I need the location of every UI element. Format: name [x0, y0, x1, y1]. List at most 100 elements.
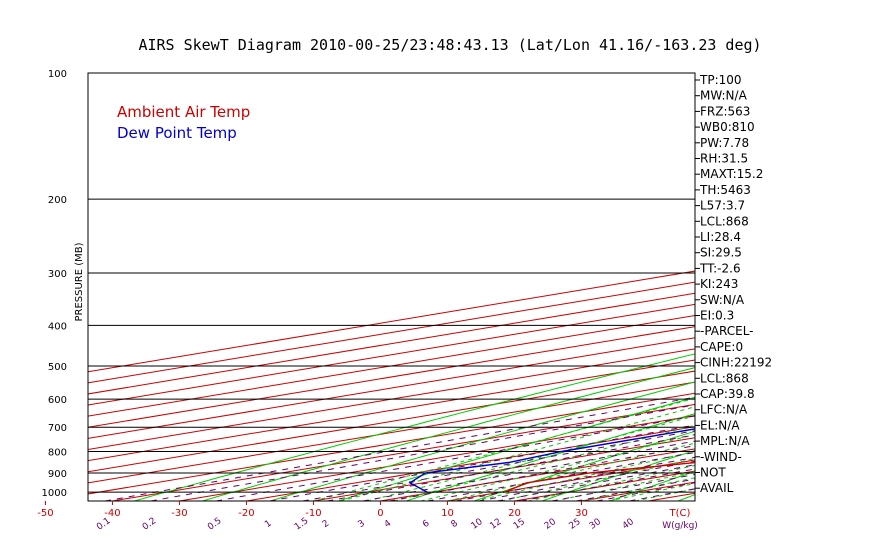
bottom-temperature-tick-label: 20 [508, 508, 521, 519]
isotherm-line [88, 370, 695, 473]
mixing-ratio-unit-label: W(g/kg) [662, 521, 698, 531]
stability-index-label: EI:0.3 [700, 309, 734, 323]
pressure-tick-label: 600 [48, 395, 67, 406]
bottom-temperature-tick-label: -10 [305, 508, 321, 519]
sounding-profiles [408, 428, 695, 493]
bottom-temperature-tick-label: -20 [238, 508, 254, 519]
moist-adiabat-line [340, 406, 695, 501]
mixing-ratio-line [576, 478, 695, 501]
stability-index-label: SW:N/A [700, 293, 745, 307]
isotherm-line [380, 448, 695, 501]
mixing-ratio-tick-label: 40 [621, 517, 636, 532]
mixing-ratio-tick-label: 20 [543, 517, 558, 532]
bottom-temperature-tick-label: -30 [171, 508, 187, 519]
mixing-ratio-tick-label: 0.5 [206, 516, 223, 532]
mixing-ratio-line [215, 415, 695, 501]
y-axis-label: PRESSURE (MB) [74, 242, 85, 321]
stability-index-label: TT:-2.6 [699, 261, 741, 275]
isotherm-line [88, 381, 695, 484]
mixing-ratio-line [269, 424, 695, 501]
isotherm-line [88, 359, 695, 462]
mixing-ratio-line [104, 396, 695, 501]
stability-index-label: CAPE:0 [700, 340, 743, 354]
isotherm-line [88, 392, 695, 495]
bottom-temperature-tick-label: 10 [441, 508, 454, 519]
mixing-ratio-line [455, 456, 695, 501]
dry-adiabat-line [405, 413, 695, 501]
bottom-temperature-tick-label: -50 [37, 508, 53, 519]
pressure-tick-label: 500 [48, 362, 67, 373]
stability-index-label: LFC:N/A [700, 403, 748, 417]
isotherm-line [782, 73, 870, 501]
stability-index-label: NOT [700, 466, 726, 480]
stability-index-label: KI:243 [700, 277, 738, 291]
stability-index-label: SI:29.5 [700, 246, 742, 260]
stability-index-label: WB0:810 [700, 120, 755, 134]
moist-adiabat-line [366, 415, 695, 501]
stability-index-label: MPL:N/A [700, 434, 750, 448]
mixing-ratio-line [150, 404, 695, 501]
mixing-ratio-line [478, 460, 695, 501]
mixing-ratio-line [302, 430, 695, 501]
dry-adiabat-line [134, 353, 695, 501]
mixing-ratio-line [520, 468, 695, 501]
stability-index-label: FRZ:563 [700, 104, 750, 118]
dry-adiabat-line [814, 73, 870, 501]
mixing-ratio-tick-label: 3 [356, 519, 366, 530]
stability-index-label: CINH:22192 [700, 356, 772, 370]
mixing-ratio-tick-label: 2 [321, 519, 331, 530]
isotherm-line [179, 414, 695, 501]
stability-index-label: EL:N/A [700, 418, 740, 432]
stability-index-label: CAP:39.8 [700, 387, 755, 401]
mixing-ratio-line [551, 474, 695, 501]
stability-index-label: TP:100 [699, 73, 742, 87]
mixing-ratio-tick-label: 1 [263, 519, 273, 530]
pressure-tick-label: 700 [48, 423, 67, 434]
stability-index-label: LCL:868 [700, 214, 749, 228]
stability-index-label: MW:N/A [700, 89, 748, 103]
pressure-tick-label: 200 [48, 195, 67, 206]
stability-index-label: LCL:868 [700, 371, 749, 385]
stability-index-label: RH:31.5 [700, 152, 748, 166]
mixing-ratio-tick-label: 30 [588, 517, 603, 532]
stability-index-label: -PARCEL- [700, 324, 754, 338]
stability-index-label: PW:7.78 [700, 136, 749, 150]
dry-adiabat-line [746, 73, 870, 501]
pressure-tick-label: 300 [48, 269, 67, 280]
mixing-ratio-tick-label: 10 [470, 517, 485, 532]
stability-index-label: LI:28.4 [700, 230, 741, 244]
legend-dewpoint-label: Dew Point Temp [117, 124, 237, 142]
dewpoint-temp-line [408, 428, 695, 493]
pressure-tick-label: 400 [48, 321, 67, 332]
dry-adiabat-line [270, 381, 695, 501]
mixing-ratio-tick-label: 4 [383, 518, 394, 530]
mixing-ratio-tick-label: 25 [567, 517, 582, 532]
dry-adiabat-line [473, 430, 695, 501]
bottom-temperature-tick-label: -40 [104, 508, 120, 519]
stability-index-label: -WIND- [700, 450, 742, 464]
mixing-ratio-line [362, 440, 695, 501]
legend-ambient-label: Ambient Air Temp [117, 103, 250, 121]
ambient-temp-line [504, 461, 695, 493]
chart-title: AIRS SkewT Diagram 2010-00-25/23:48:43.1… [138, 36, 761, 54]
bottom-temperature-tick-label: 30 [575, 508, 588, 519]
mixing-ratio-line [497, 464, 695, 501]
isotherm-line [88, 337, 695, 439]
dry-adiabat-line [541, 449, 695, 501]
stability-index-label: TH:5463 [699, 183, 751, 197]
moist-adiabat-line [554, 471, 695, 501]
stability-index-label: MAXT:15.2 [700, 167, 763, 181]
pressure-tick-label: 100 [48, 69, 67, 80]
isotherm-line [246, 426, 695, 501]
background-grid [88, 73, 870, 501]
dry-adiabat-line [338, 396, 695, 501]
bottom-temperature-tick-label: 0 [377, 508, 383, 519]
mixing-ratio-line [327, 434, 695, 501]
pressure-tick-label: 900 [48, 469, 67, 480]
mixing-ratio-tick-label: 6 [421, 518, 432, 530]
isotherm-line [88, 348, 695, 451]
pressure-tick-label: 800 [48, 448, 67, 459]
mixing-ratio-tick-label: 0.2 [141, 516, 158, 532]
isotherm-line [112, 403, 695, 501]
